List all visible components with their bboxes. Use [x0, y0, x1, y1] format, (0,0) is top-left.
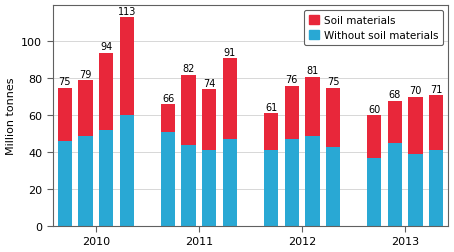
Bar [367, 116, 381, 158]
Bar [161, 132, 175, 226]
Text: 66: 66 [162, 93, 174, 103]
Bar [408, 154, 423, 226]
Text: 61: 61 [265, 103, 277, 113]
Bar [305, 77, 320, 136]
Bar [305, 136, 320, 226]
Text: 75: 75 [59, 77, 71, 87]
Y-axis label: Million tonnes: Million tonnes [5, 77, 15, 154]
Text: 76: 76 [286, 75, 298, 85]
Bar [429, 151, 443, 226]
Bar [58, 142, 72, 226]
Bar [202, 151, 217, 226]
Bar [78, 136, 93, 226]
Text: 94: 94 [100, 42, 112, 52]
Text: 113: 113 [118, 7, 136, 17]
Bar [388, 101, 402, 143]
Bar [408, 98, 423, 154]
Text: 91: 91 [224, 47, 236, 57]
Bar [367, 158, 381, 226]
Bar [264, 151, 278, 226]
Text: 71: 71 [430, 84, 442, 94]
Bar [78, 81, 93, 136]
Bar [222, 140, 237, 226]
Text: 60: 60 [368, 104, 380, 114]
Bar [222, 59, 237, 140]
Bar [99, 131, 114, 226]
Bar [182, 75, 196, 145]
Bar [202, 90, 217, 151]
Text: 82: 82 [183, 64, 195, 74]
Bar [182, 145, 196, 226]
Text: 81: 81 [306, 66, 318, 76]
Text: 75: 75 [327, 77, 339, 87]
Bar [326, 88, 340, 147]
Bar [285, 140, 299, 226]
Bar [285, 86, 299, 140]
Bar [264, 114, 278, 151]
Bar [429, 96, 443, 151]
Bar [119, 18, 134, 116]
Text: 68: 68 [389, 90, 401, 100]
Bar [161, 105, 175, 132]
Bar [99, 53, 114, 131]
Bar [326, 147, 340, 226]
Text: 70: 70 [409, 86, 422, 96]
Text: 74: 74 [203, 79, 216, 89]
Text: 79: 79 [79, 70, 92, 79]
Bar [119, 116, 134, 226]
Bar [388, 143, 402, 226]
Legend: Soil materials, Without soil materials: Soil materials, Without soil materials [304, 11, 443, 46]
Bar [58, 88, 72, 142]
